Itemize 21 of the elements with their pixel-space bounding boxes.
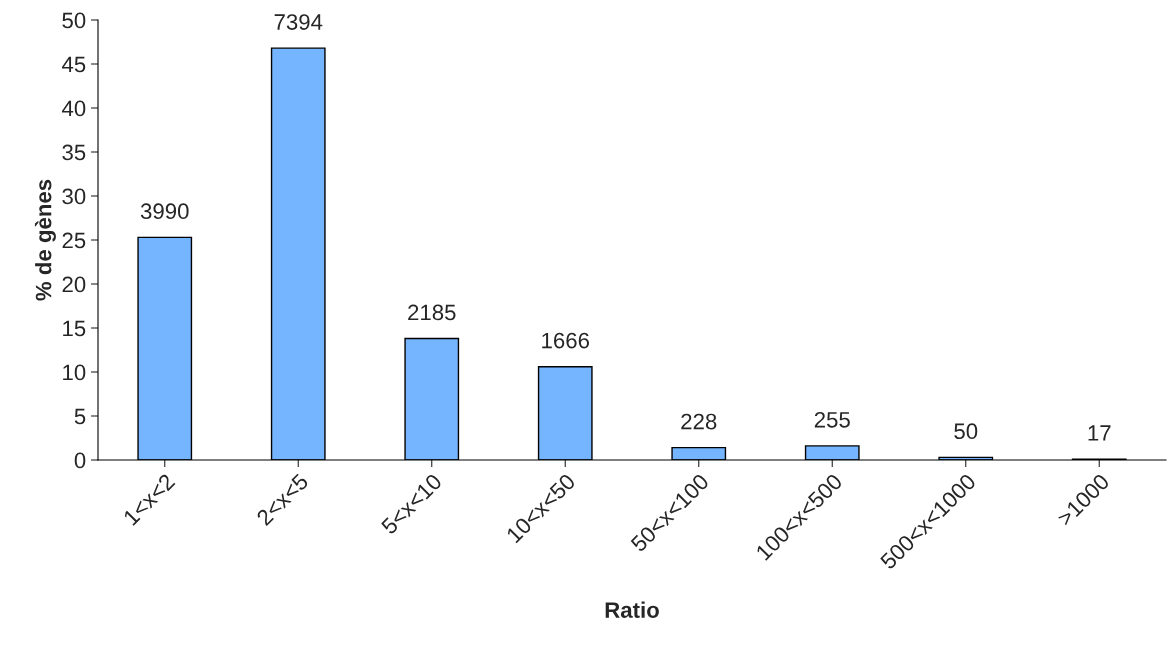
y-tick-label: 50 <box>62 12 86 29</box>
y-tick-label: 15 <box>63 320 86 337</box>
y-tick-label: 35 <box>62 144 86 161</box>
y-tick-label: 20 <box>62 276 86 293</box>
y-axis-title: % de gènes <box>34 179 56 301</box>
annotation: 2185 <box>408 304 456 321</box>
y-tick-label: 40 <box>61 100 86 117</box>
annotation: 50 <box>954 423 978 440</box>
y-tick-label: 30 <box>62 188 86 205</box>
annotation: 3990 <box>140 203 189 220</box>
y-tick-label: 10 <box>63 364 86 381</box>
y-tick-label: 0 <box>74 452 86 469</box>
x-axis-title: Ratio <box>605 601 659 618</box>
annotation: 1666 <box>542 332 589 349</box>
y-tick-label: 45 <box>61 56 86 73</box>
y-tick-label: 25 <box>62 232 86 249</box>
annotation: 255 <box>814 411 850 428</box>
annotation: 7394 <box>274 14 323 30</box>
y-tick-label: 5 <box>74 408 86 425</box>
annotation: 17 <box>1088 425 1111 441</box>
annotation: 228 <box>681 413 717 430</box>
